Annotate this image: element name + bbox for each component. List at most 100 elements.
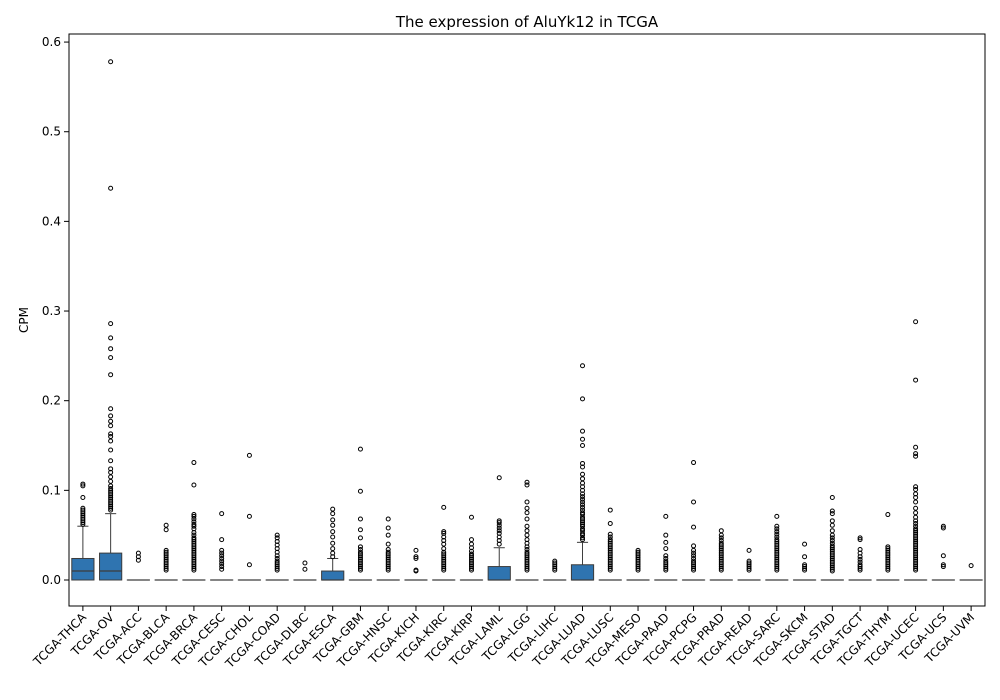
outlier-point	[219, 511, 225, 517]
outlier-point	[108, 438, 114, 444]
outlier-point	[580, 436, 586, 442]
outlier-point	[829, 535, 835, 541]
box-group	[182, 460, 206, 581]
outlier-point	[246, 562, 252, 568]
outlier-point	[663, 555, 669, 561]
outlier-point	[829, 522, 835, 528]
outlier-point	[441, 551, 447, 557]
outlier-point	[468, 551, 474, 557]
box-group	[820, 495, 844, 581]
box-group	[959, 563, 983, 581]
outlier-point	[607, 507, 613, 513]
outlier-point	[691, 460, 697, 466]
outlier-point	[940, 523, 946, 529]
outlier-point	[580, 471, 586, 477]
outlier-point	[219, 561, 225, 567]
outlier-point	[135, 550, 141, 556]
outlier-point	[913, 484, 919, 490]
outlier-point	[108, 483, 114, 489]
box-group	[459, 514, 484, 581]
box-group	[293, 560, 317, 581]
outlier-point	[108, 406, 114, 412]
box-group	[487, 475, 511, 581]
outlier-point	[913, 486, 919, 492]
outlier-point	[774, 513, 780, 519]
y-tick-label: 0.4	[42, 214, 61, 228]
outlier-point	[691, 553, 697, 559]
outlier-point	[774, 526, 780, 532]
outlier-point	[913, 319, 919, 325]
outlier-point	[857, 537, 863, 543]
outlier-point	[746, 547, 752, 553]
outlier-point	[330, 506, 336, 512]
outlier-point	[829, 508, 835, 514]
outlier-point	[691, 499, 697, 505]
outlier-point	[607, 537, 613, 543]
outlier-point	[441, 504, 447, 510]
box-group	[598, 507, 622, 581]
y-axis-ticks: 0.0 0.1 0.2 0.3 0.4 0.5 0.6	[42, 35, 69, 587]
outlier-point	[663, 553, 669, 559]
outlier-point	[108, 434, 114, 440]
outlier-point	[913, 451, 919, 457]
outlier-point	[580, 510, 586, 516]
outlier-point	[580, 507, 586, 513]
outlier-point	[885, 546, 891, 552]
outlier-point	[829, 495, 835, 501]
y-tick-label: 0.2	[42, 394, 61, 408]
outlier-point	[524, 505, 530, 511]
chart-title: The expression of AluYk12 in TCGA	[395, 13, 659, 31]
outlier-point	[580, 502, 586, 508]
outlier-point	[330, 540, 336, 546]
outlier-point	[496, 525, 502, 531]
y-tick-label: 0.0	[42, 573, 61, 587]
outlier-point	[385, 541, 391, 547]
box-group	[515, 479, 539, 581]
outlier-point	[663, 558, 669, 564]
outlier-point	[524, 547, 530, 553]
outlier-point	[357, 535, 363, 541]
outlier-point	[580, 460, 586, 466]
outlier-point	[829, 528, 835, 534]
box-body	[570, 564, 595, 581]
outlier-point	[774, 534, 780, 540]
outlier-point	[913, 377, 919, 383]
outlier-point	[191, 532, 197, 538]
outlier-point	[441, 530, 447, 536]
outlier-point	[913, 505, 919, 511]
outlier-point	[496, 528, 502, 534]
outlier-point	[857, 562, 863, 568]
box-group	[321, 506, 345, 581]
outlier-point	[496, 475, 502, 481]
outlier-point	[108, 185, 114, 191]
outlier-point	[718, 538, 724, 544]
y-tick-label: 0.1	[42, 483, 61, 497]
outlier-point	[829, 540, 835, 546]
box-group	[404, 547, 428, 581]
outlier-point	[524, 528, 530, 534]
outlier-point	[357, 516, 363, 522]
outlier-point	[496, 518, 502, 524]
outlier-point	[718, 528, 724, 534]
box-body	[99, 552, 123, 581]
box-group	[432, 504, 456, 581]
outlier-point	[108, 413, 114, 419]
box-group	[237, 452, 262, 581]
outlier-point	[580, 443, 586, 449]
outlier-point	[108, 355, 114, 361]
outlier-point	[691, 558, 697, 564]
outlier-point	[829, 538, 835, 544]
outlier-point	[746, 560, 752, 566]
box-group	[265, 532, 289, 581]
box-group	[654, 513, 678, 581]
box-group	[570, 363, 595, 581]
outlier-point	[857, 535, 863, 541]
outlier-point	[580, 499, 586, 505]
outlier-point	[274, 532, 280, 538]
outlier-point	[219, 558, 225, 564]
box-group	[210, 511, 234, 581]
outlier-point	[524, 516, 530, 522]
outlier-point	[413, 555, 419, 561]
outlier-point	[191, 519, 197, 525]
x-axis-ticks: TCGA-THCATCGA-OVTCGA-ACCTCGA-BLCATCGA-BR…	[30, 606, 977, 671]
